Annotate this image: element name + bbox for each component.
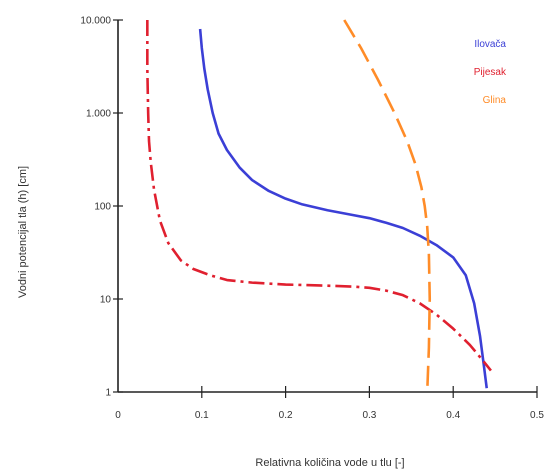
series-lines — [147, 20, 491, 392]
series-line-pijesak — [147, 20, 491, 371]
x-tick-label: 0.5 — [530, 410, 544, 421]
x-tick-label: 0.3 — [362, 410, 376, 421]
legend: Ilovača Pijesak Glina — [474, 39, 507, 106]
y-tick-label: 1 — [105, 388, 111, 399]
x-axis-title: Relativna količina vode u tlu [-] — [255, 457, 404, 469]
legend-item-pijesak: Pijesak — [474, 67, 507, 78]
x-tick-label: 0.4 — [446, 410, 460, 421]
x-tick-label: 0 — [115, 410, 121, 421]
y-tick-label: 1.000 — [86, 109, 111, 120]
legend-item-ilovača: Ilovača — [474, 39, 506, 50]
series-line-ilovača — [200, 29, 487, 388]
y-tick-label: 10 — [100, 295, 112, 306]
x-tick-label: 0.1 — [195, 410, 209, 421]
y-axis-title: Vodni potencijal tla (h) [cm] — [17, 166, 29, 298]
x-tick-label: 0.2 — [279, 410, 293, 421]
legend-item-glina: Glina — [483, 95, 507, 106]
y-tick-label: 10.000 — [80, 16, 111, 27]
series-line-glina — [344, 20, 429, 392]
y-tick-label: 100 — [94, 202, 111, 213]
